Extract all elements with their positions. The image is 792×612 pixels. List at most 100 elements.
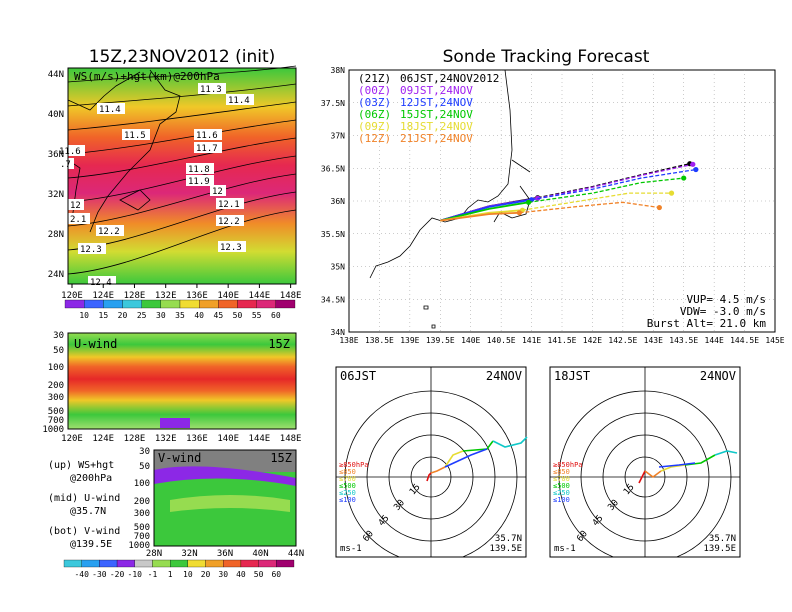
tracking-y-ticks: 34N 34.5N 35N 35.5N 36N 36.5N 37N 37.5N 38N (321, 66, 345, 337)
colorbar-tick: 20 (118, 311, 128, 320)
uwind-x-ticks: 120E 124E 128E 132E 136E 140E 144E 148E (61, 434, 301, 444)
vwind-colorbar-tick: 1 (168, 570, 173, 579)
contour-label-box (68, 213, 90, 224)
track-landing-marker (668, 190, 675, 196)
upper-y-tick-label: 24N (48, 270, 64, 280)
colorbar-swatch (84, 299, 104, 309)
vwind-y-tick-label: 100 (134, 479, 150, 489)
track-dashed (522, 192, 672, 211)
hodograph-level-label: ≤700 (339, 475, 356, 483)
track-landing-marker (690, 161, 696, 167)
note-up-sub: @200hPa (70, 473, 112, 484)
tracking-x-tick-label: 139.5E (426, 336, 455, 345)
uwind-y-tick-label: 30 (53, 331, 64, 341)
colorbar-tick: 60 (271, 311, 281, 320)
upper-map-contour-labels: 11.311.411.411.5 11.611.6 11.7.7 11.811.912… (57, 83, 254, 288)
tracking-x-tick-label: 141.5E (548, 336, 577, 345)
vwind-colorbar-tick: 50 (254, 570, 264, 579)
hodograph-lat: 35.7N (495, 534, 522, 544)
tracking-legend-label: 18JST,24NOV (400, 120, 473, 133)
hodograph-trace (430, 466, 446, 474)
uwind-y-tick-label: 200 (48, 381, 64, 391)
uwind-y-tick-label: 1000 (42, 425, 64, 435)
tracking-y-tick-label: 36.5N (321, 164, 345, 173)
height-contour (67, 137, 297, 179)
vwind-colorbar-swatch (276, 559, 295, 568)
track-burst-marker (525, 199, 532, 205)
vwind-colorbar-swatch (152, 559, 171, 568)
track-dashed (531, 168, 696, 201)
uwind-x-tick-label: 128E (124, 434, 146, 444)
uwind-easterly-patch (160, 418, 190, 428)
contour-label-box (186, 175, 214, 186)
vwind-x-tick-label: 28N (146, 549, 162, 559)
contour-label-box (194, 129, 222, 140)
upper-x-tick-label: 124E (92, 291, 114, 301)
upper-map-panel: 11.311.411.411.5 11.611.6 11.7.7 11.811.912… (48, 65, 301, 320)
vwind-colorbar-tick: 20 (201, 570, 211, 579)
contour-label-box (194, 142, 222, 153)
note-bot-sub: @139.5E (70, 539, 112, 550)
tracking-x-tick-label: 142.5E (608, 336, 637, 345)
tracking-legend-label: 09JST,24NOV (400, 84, 473, 97)
hodograph-level-label: ≤250 (339, 489, 356, 497)
colorbar-swatch (64, 299, 85, 309)
height-contour (67, 173, 297, 227)
height-contour (67, 155, 297, 203)
contour-label-box (68, 199, 84, 210)
colorbar-swatch (199, 299, 219, 309)
tracking-legend-label: 15JST,24NOV (400, 108, 473, 121)
vwind-colorbar-swatch (99, 559, 118, 568)
hodograph-level-label: ≤100 (553, 496, 570, 504)
hodograph-date: 24NOV (486, 369, 522, 383)
vwind-y-tick-label: 200 (134, 497, 150, 507)
track-landing-marker (656, 204, 662, 211)
tracking-x-tick-label: 144E (705, 336, 724, 345)
uwind-x-tick-label: 124E (92, 434, 114, 444)
vwind-y-tick-label: 700 (134, 532, 150, 542)
tracking-x-tick-label: 142E (583, 336, 602, 345)
hodograph-trace (492, 436, 528, 448)
upper-x-tick-label: 132E (155, 291, 177, 301)
hodograph-level-label: ≤250 (553, 489, 570, 497)
uwind-panel: U-wind 15Z 120E 124E 128E 132E 136E 140E 144E 1… (42, 331, 301, 444)
vwind-y-tick-label: 300 (134, 509, 150, 519)
track-solid (440, 201, 529, 222)
vwind-frame (153, 449, 297, 547)
contour-label-box (58, 158, 74, 169)
upper-map-x-ticks: 120E 124E 128E 132E 136E 140E 144E 148E (61, 284, 301, 301)
vwind-colorbar-swatch (258, 559, 277, 568)
vwind-colorbar-swatch (223, 559, 242, 568)
colorbar-swatch (237, 299, 257, 309)
upper-y-tick-label: 28N (48, 230, 64, 240)
height-contour (67, 83, 297, 107)
height-contour (67, 119, 297, 155)
height-contour (67, 101, 297, 131)
annot-vup: VUP= 4.5 m/s (687, 293, 766, 306)
tracking-y-tick-label: 36N (331, 197, 346, 206)
vwind-colorbar-swatch (116, 559, 135, 568)
track-landing-marker (693, 166, 699, 173)
vwind-purple-band (154, 466, 296, 486)
hodograph-date: 24NOV (700, 369, 736, 383)
hodograph-trace (644, 470, 662, 478)
colorbar-swatch (160, 299, 181, 309)
vwind-colorbar-tick: -30 (92, 570, 107, 579)
contour-label: 11.6 (196, 131, 218, 141)
upper-y-tick-label: 32N (48, 190, 64, 200)
vwind-colorbar-tick: 40 (236, 570, 246, 579)
contour-label: 12.3 (80, 245, 102, 255)
vwind-colorbar-swatch (81, 559, 100, 568)
hodograph-level-label: ≤700 (553, 475, 570, 483)
colorbar-swatch (103, 299, 123, 309)
tracking-legend-label: 21JST,24NOV (400, 132, 473, 145)
uwind-frame (67, 332, 297, 430)
vwind-colorbar-swatch (205, 559, 224, 568)
tracking-y-tick-label: 37N (331, 132, 346, 141)
uwind-y-tick-label: 300 (48, 393, 64, 403)
tracking-y-tick-label: 37.5N (321, 99, 345, 108)
tracking-legend-tag: (21Z) (358, 72, 391, 85)
